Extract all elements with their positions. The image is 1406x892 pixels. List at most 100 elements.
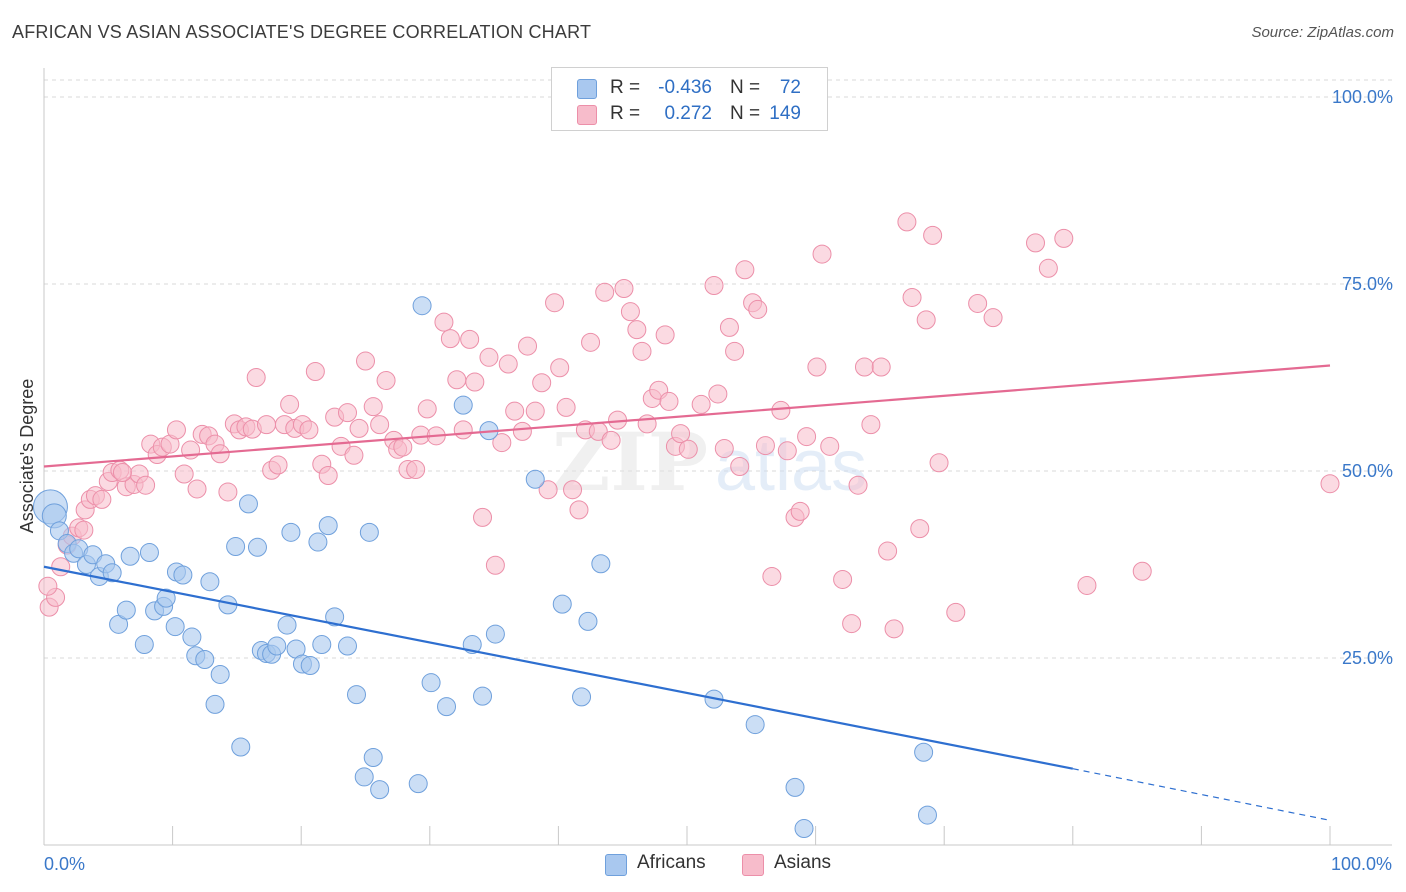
asians-point [671,424,691,444]
africans-point [370,780,390,800]
africans-point [745,715,765,735]
africans-point [354,767,374,787]
asians-point [440,329,460,349]
africans-points [32,296,937,839]
asians-point [595,282,615,302]
asians-point [1054,228,1074,248]
africans-point [300,655,320,675]
asians-point [532,373,552,393]
asians-point [748,299,768,319]
trend-lines [43,364,1331,821]
asians-point [376,370,396,390]
asians-point [406,460,426,480]
africans-point [318,516,338,536]
africans-point [226,537,246,557]
asians-trend-line [43,364,1331,468]
africans-point [572,687,592,707]
x-tick-label: 0.0% [44,854,85,874]
asians-point [505,401,525,421]
legend-r-label: R = [610,77,641,98]
africans-point [408,774,428,794]
asians-point [417,399,437,419]
legend-n-label: N = [730,103,761,124]
africans-point [437,697,457,717]
asians-point [755,436,775,456]
africans-point [156,588,176,608]
asians-point [453,420,473,440]
asians-point [447,370,467,390]
africans-point [552,594,572,614]
asians-point [518,336,538,356]
asians-point [601,430,621,450]
legend-n-value: 72 [779,77,801,98]
africans-point [195,649,215,669]
asians-point [1026,233,1046,253]
asians-point [946,602,966,622]
asians-point [1132,561,1152,581]
africans-point [281,522,301,542]
asians-point [550,358,570,378]
africans-point [231,737,251,757]
y-axis-label: Associate's Degree [17,379,37,534]
y-tick-label: 75.0% [1342,274,1393,294]
asians-point [708,384,728,404]
asians-point [349,418,369,438]
asians-point [691,394,711,414]
asians-point [187,479,207,499]
asians-point [38,576,58,596]
asians-point [762,566,782,586]
y-tick-label: 25.0% [1342,648,1393,668]
x-tick-label: 100.0% [1331,854,1392,874]
asians-point [812,244,832,264]
asians-point [465,372,485,392]
africans-point [785,777,805,797]
asians-point [299,420,319,440]
africans-point [165,617,185,637]
africans-point [182,627,202,647]
asians-point [393,437,413,457]
africans-point [578,611,598,631]
asians-point [246,368,266,387]
asians-point [51,557,71,577]
africans-trend-extension [1072,768,1331,821]
asians-point [370,415,390,435]
asians-point [556,397,576,417]
tick-labels: 100.0% 75.0% 50.0% 25.0% 0.0% 100.0% Associate… [17,87,1393,874]
asians-point [166,420,186,440]
asians-point [305,362,325,382]
asians-swatch [577,105,597,125]
legend-n-label: N = [730,77,761,98]
asians-point [460,329,480,349]
legend-box: R = -0.436 N = 72 R = 0.272 N = 149 [551,67,828,131]
y-tick-label: 100.0% [1332,87,1393,107]
africans-point [247,537,267,557]
africans-trend-line [43,565,1074,770]
asians-point [174,464,194,484]
asians-point [704,275,724,295]
chart-title: AFRICAN VS ASIAN ASSOCIATE'S DEGREE CORR… [12,22,592,42]
africans-point [200,572,220,592]
asians-point [983,308,1003,328]
africans-point [277,615,297,635]
asians-point [655,325,675,345]
asians-point [545,293,565,313]
asians-point [318,465,338,485]
axes [43,68,1392,846]
asians-point [923,225,943,245]
africans-point [134,635,154,655]
legend-r-value: 0.272 [664,103,712,124]
africans-point [173,565,193,585]
asians-point [569,500,589,520]
africans-point [210,664,230,684]
legend-r-label: R = [610,103,641,124]
asians-point [807,357,827,377]
africans-point [914,742,934,762]
africans-point [363,747,383,767]
asians-point [916,310,936,330]
legend-r-value: -0.436 [658,77,712,98]
africans-point [308,532,328,552]
africans-point [267,636,287,656]
asians-point [492,433,512,453]
asians-point [842,614,862,634]
